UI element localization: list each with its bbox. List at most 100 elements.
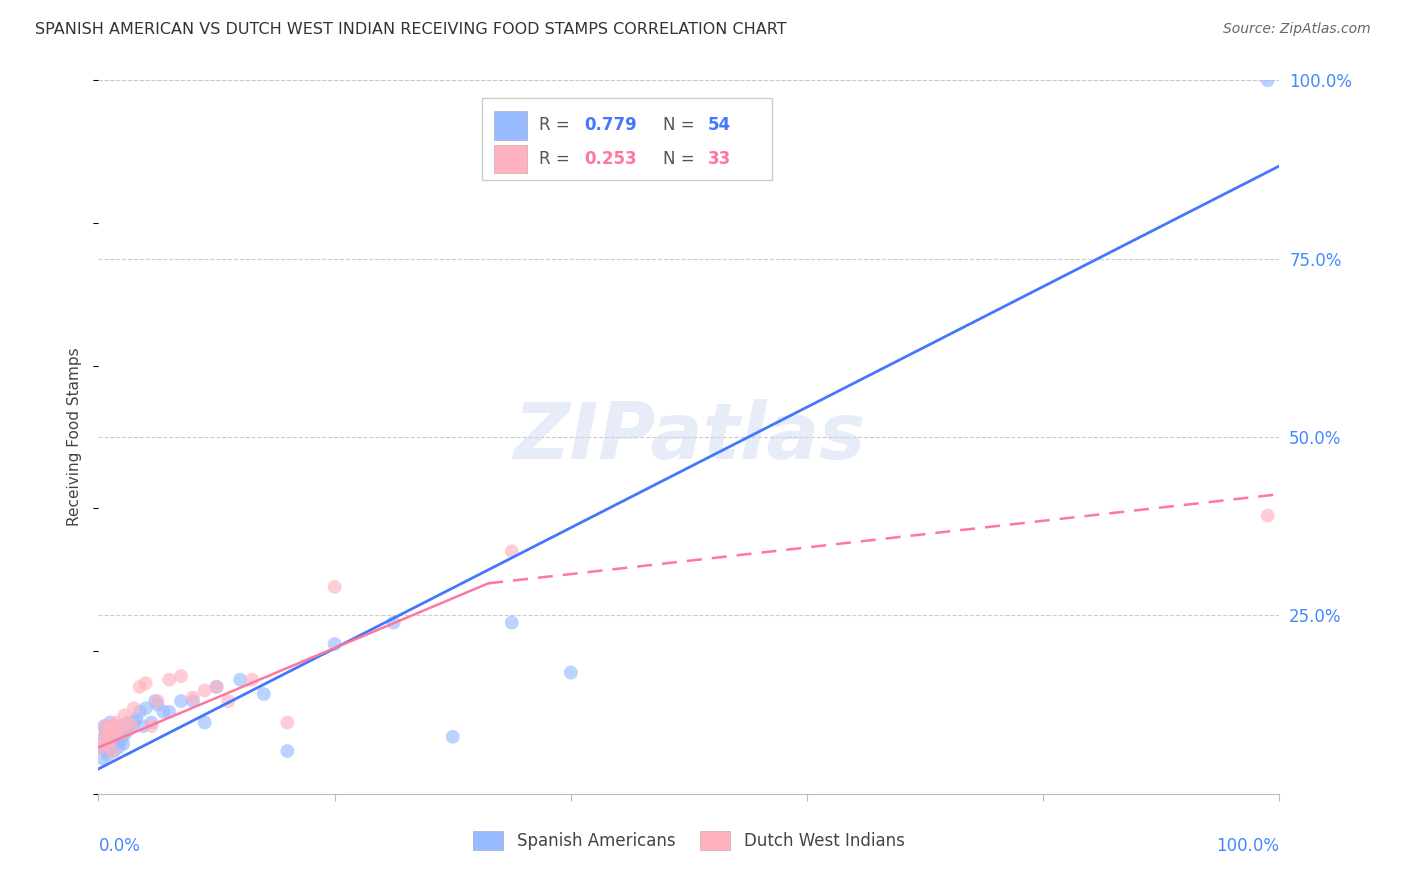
Point [276, 744, 298, 758]
Point [501, 615, 523, 630]
Point [152, 705, 174, 719]
Text: Source: ZipAtlas.com: Source: ZipAtlas.com [1223, 22, 1371, 37]
Point [157, 705, 180, 719]
Point [1257, 508, 1279, 523]
Point [94, 719, 117, 733]
Point [141, 719, 163, 733]
Point [111, 726, 134, 740]
Point [105, 737, 128, 751]
Point [105, 719, 128, 733]
FancyBboxPatch shape [482, 98, 772, 180]
Point [94, 737, 117, 751]
Point [205, 680, 228, 694]
Point [122, 715, 145, 730]
Point [560, 665, 582, 680]
Point [98, 737, 121, 751]
Point [323, 637, 346, 651]
Point [170, 669, 193, 683]
Point [105, 723, 128, 737]
Point [112, 708, 135, 723]
Point [107, 740, 129, 755]
Text: R =: R = [538, 116, 575, 134]
Point [101, 744, 124, 758]
Point [105, 715, 128, 730]
Point [93, 730, 115, 744]
Point [128, 705, 150, 719]
Point [104, 726, 127, 740]
Point [146, 698, 169, 712]
Text: R =: R = [538, 150, 575, 168]
Point [96, 744, 118, 758]
Point [141, 715, 163, 730]
Text: 0.779: 0.779 [583, 116, 637, 134]
Point [441, 730, 464, 744]
Point [143, 694, 166, 708]
Point [98, 733, 121, 747]
Point [117, 715, 139, 730]
Point [91, 740, 114, 755]
Bar [494, 145, 527, 173]
Point [98, 726, 121, 740]
Point [217, 694, 239, 708]
Point [146, 694, 169, 708]
Text: N =: N = [664, 116, 700, 134]
Point [98, 730, 121, 744]
Point [114, 726, 136, 740]
Point [111, 730, 134, 744]
Point [240, 673, 263, 687]
Point [181, 690, 204, 705]
Point [117, 723, 139, 737]
Point [110, 733, 132, 747]
Point [181, 694, 204, 708]
Point [135, 676, 157, 690]
Point [194, 683, 217, 698]
Point [125, 712, 148, 726]
Point [93, 730, 115, 744]
Point [93, 719, 115, 733]
Point [101, 719, 124, 733]
Point [105, 730, 128, 744]
Text: ZIPatlas: ZIPatlas [513, 399, 865, 475]
Point [96, 726, 118, 740]
Bar [494, 111, 527, 139]
Point [382, 615, 405, 630]
Point [91, 751, 114, 765]
Point [121, 719, 143, 733]
Point [1257, 73, 1279, 87]
Point [135, 701, 157, 715]
Text: SPANISH AMERICAN VS DUTCH WEST INDIAN RECEIVING FOOD STAMPS CORRELATION CHART: SPANISH AMERICAN VS DUTCH WEST INDIAN RE… [35, 22, 787, 37]
Text: 0.0%: 0.0% [98, 837, 141, 855]
Point [194, 715, 217, 730]
Point [118, 715, 141, 730]
Y-axis label: Receiving Food Stamps: Receiving Food Stamps [67, 348, 83, 526]
Point [112, 719, 135, 733]
Point [157, 673, 180, 687]
Point [121, 719, 143, 733]
Point [103, 726, 125, 740]
Point [97, 723, 120, 737]
Point [122, 701, 145, 715]
Point [112, 737, 135, 751]
Text: N =: N = [664, 150, 700, 168]
Point [132, 719, 155, 733]
Point [108, 723, 131, 737]
Point [97, 747, 120, 762]
Point [100, 719, 122, 733]
Point [108, 719, 131, 733]
Text: 100.0%: 100.0% [1216, 837, 1279, 855]
Point [276, 715, 298, 730]
Point [98, 715, 121, 730]
Point [97, 733, 120, 747]
Point [94, 723, 117, 737]
Text: 33: 33 [707, 150, 731, 168]
Point [323, 580, 346, 594]
Point [96, 737, 118, 751]
Legend: Spanish Americans, Dutch West Indians: Spanish Americans, Dutch West Indians [467, 824, 911, 857]
Point [170, 694, 193, 708]
Point [100, 740, 122, 755]
Point [205, 680, 228, 694]
Point [253, 687, 276, 701]
Point [91, 740, 114, 755]
Point [103, 744, 125, 758]
Point [101, 733, 124, 747]
